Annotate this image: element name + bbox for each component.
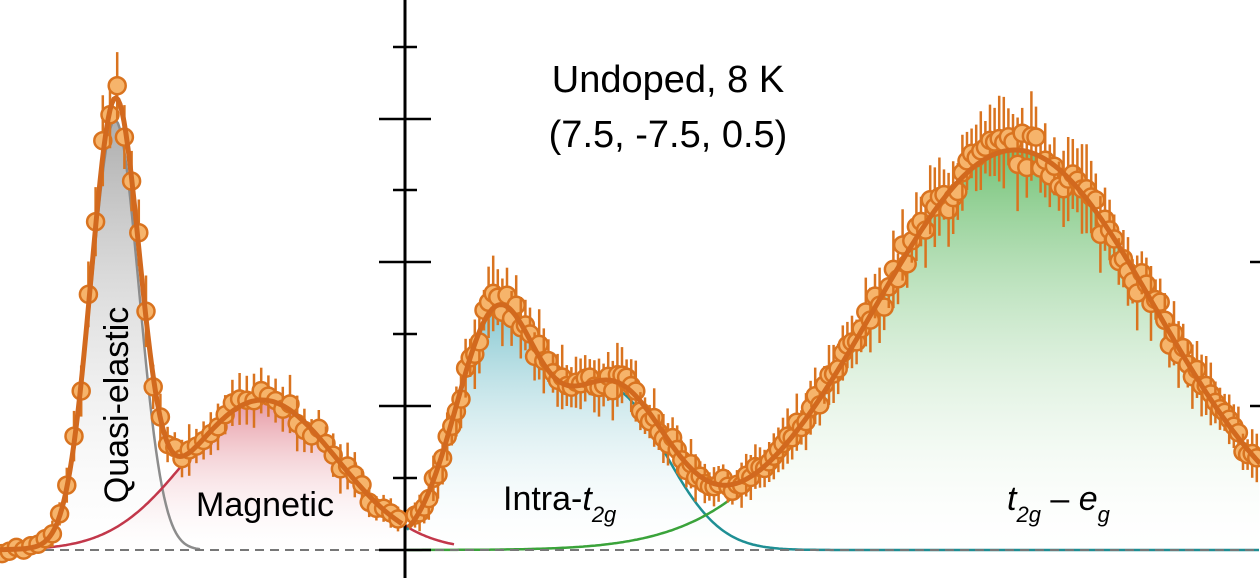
intra-t2g-fill: [407, 305, 1260, 550]
total-fit-line: [0, 94, 1260, 553]
chart-title-line2: (7.5, -7.5, 0.5): [549, 114, 788, 156]
intra-t: t: [582, 480, 593, 518]
t2g-eg-label: t2g – eg: [1007, 480, 1111, 527]
magnetic-label: Magnetic: [196, 486, 334, 524]
magnetic-fill: [0, 400, 455, 550]
data-point: [1026, 127, 1046, 147]
t2g-eg-dash: –: [1041, 480, 1079, 518]
eg-subscript: g: [1098, 502, 1111, 527]
t2g-t: t: [1007, 480, 1018, 518]
y-axis: [379, 0, 1260, 578]
t2g-subscript: 2g: [1015, 502, 1041, 527]
intra-prefix: Intra-: [503, 480, 582, 518]
chart-title-line1: Undoped, 8 K: [552, 59, 784, 101]
quasi-elastic-fill: [0, 120, 200, 551]
eg-e: e: [1079, 480, 1098, 518]
t2g-eg-fill: [407, 150, 1260, 550]
quasi-elastic-label: Quasi-elastic: [98, 307, 136, 504]
data-point: [107, 75, 127, 96]
component-fills: [0, 120, 1260, 551]
intra-t2g-label: Intra-t2g: [503, 480, 617, 527]
intra-subscript: 2g: [591, 502, 617, 527]
